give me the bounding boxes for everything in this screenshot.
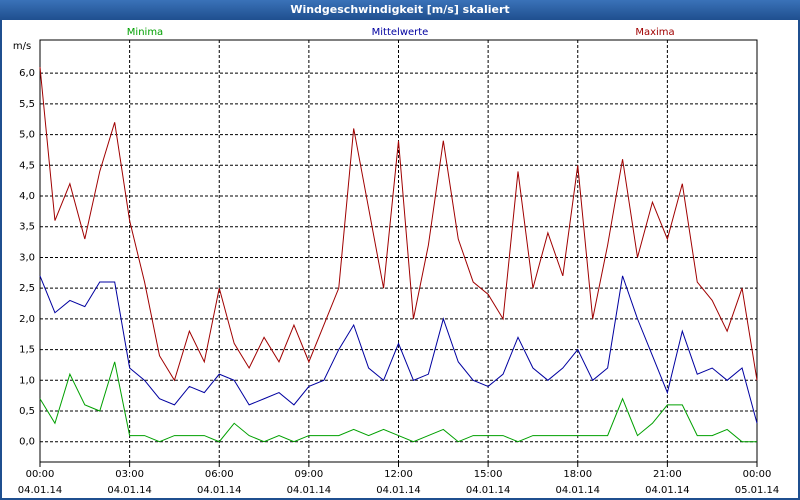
- legend-label: Minima: [127, 27, 163, 38]
- x-tick-label: 09:00: [294, 469, 323, 480]
- y-tick-label: 6,0: [19, 68, 35, 79]
- y-tick-label: 1,0: [19, 375, 35, 386]
- x-tick-label: 03:00: [115, 469, 144, 480]
- data-line: [39, 361, 757, 443]
- y-axis-label: m/s: [13, 41, 31, 52]
- x-tick-date: 04.01.14: [107, 485, 152, 496]
- y-tick-label: 4,5: [19, 160, 35, 171]
- x-tick-date: 04.01.14: [197, 485, 242, 496]
- x-tick-date: 04.01.14: [555, 485, 600, 496]
- y-tick-label: 0,5: [19, 406, 35, 417]
- data-line: [39, 66, 758, 382]
- y-tick-label: 5,5: [19, 99, 35, 110]
- legend-label: Maxima: [635, 27, 674, 38]
- x-tick-date: 04.01.14: [18, 485, 63, 496]
- y-tick-label: 2,0: [19, 314, 35, 325]
- legend-label: Mittelwerte: [372, 27, 429, 38]
- x-tick-label: 00:00: [26, 469, 55, 480]
- title-bar: [0, 0, 800, 20]
- x-tick-date: 04.01.14: [287, 485, 332, 496]
- y-tick-label: 4,0: [19, 191, 35, 202]
- data-line: [39, 275, 758, 424]
- x-tick-date: 04.01.14: [466, 485, 511, 496]
- x-tick-label: 00:00: [743, 469, 772, 480]
- y-tick-label: 1,5: [19, 345, 35, 356]
- x-tick-label: 12:00: [384, 469, 413, 480]
- y-tick-label: 5,0: [19, 130, 35, 141]
- x-tick-label: 15:00: [474, 469, 503, 480]
- x-tick-date: 04.01.14: [376, 485, 421, 496]
- x-tick-date: 04.01.14: [645, 485, 690, 496]
- y-tick-label: 0,0: [19, 437, 35, 448]
- y-tick-label: 2,5: [19, 283, 35, 294]
- chart-title: Windgeschwindigkeit [m/s] skaliert: [290, 3, 509, 16]
- y-tick-label: 3,0: [19, 252, 35, 263]
- x-tick-date: 05.01.14: [735, 485, 780, 496]
- x-tick-label: 06:00: [205, 469, 234, 480]
- x-tick-label: 18:00: [563, 469, 592, 480]
- y-tick-label: 3,5: [19, 222, 35, 233]
- x-tick-label: 21:00: [653, 469, 682, 480]
